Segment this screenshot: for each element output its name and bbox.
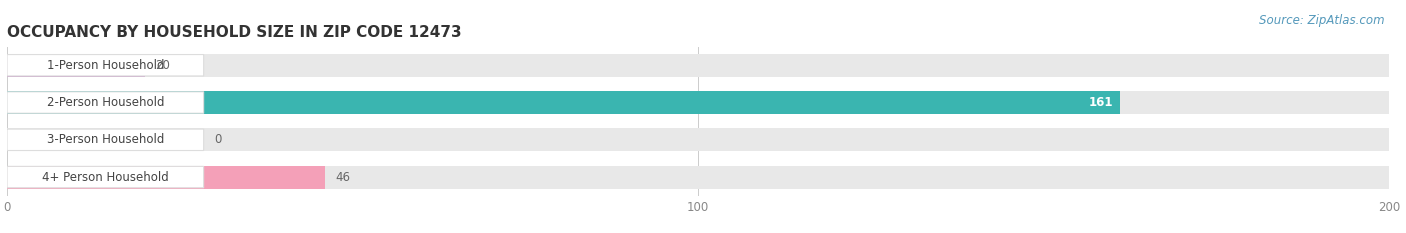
Text: 20: 20 xyxy=(156,59,170,72)
Bar xyxy=(7,165,325,189)
Bar xyxy=(7,54,1389,77)
Text: 4+ Person Household: 4+ Person Household xyxy=(42,171,169,184)
Bar xyxy=(7,128,1389,151)
FancyBboxPatch shape xyxy=(7,55,204,76)
FancyBboxPatch shape xyxy=(7,166,204,188)
Bar xyxy=(7,91,1389,114)
Text: Source: ZipAtlas.com: Source: ZipAtlas.com xyxy=(1260,14,1385,27)
FancyBboxPatch shape xyxy=(7,129,204,151)
Bar xyxy=(7,165,1389,189)
Text: 161: 161 xyxy=(1088,96,1112,109)
Bar xyxy=(7,91,1119,114)
Text: OCCUPANCY BY HOUSEHOLD SIZE IN ZIP CODE 12473: OCCUPANCY BY HOUSEHOLD SIZE IN ZIP CODE … xyxy=(7,25,461,40)
Text: 3-Person Household: 3-Person Household xyxy=(46,133,165,146)
Text: 0: 0 xyxy=(214,133,221,146)
Text: 2-Person Household: 2-Person Household xyxy=(46,96,165,109)
Bar xyxy=(7,54,145,77)
Text: 46: 46 xyxy=(335,171,350,184)
Text: 1-Person Household: 1-Person Household xyxy=(46,59,165,72)
FancyBboxPatch shape xyxy=(7,92,204,113)
